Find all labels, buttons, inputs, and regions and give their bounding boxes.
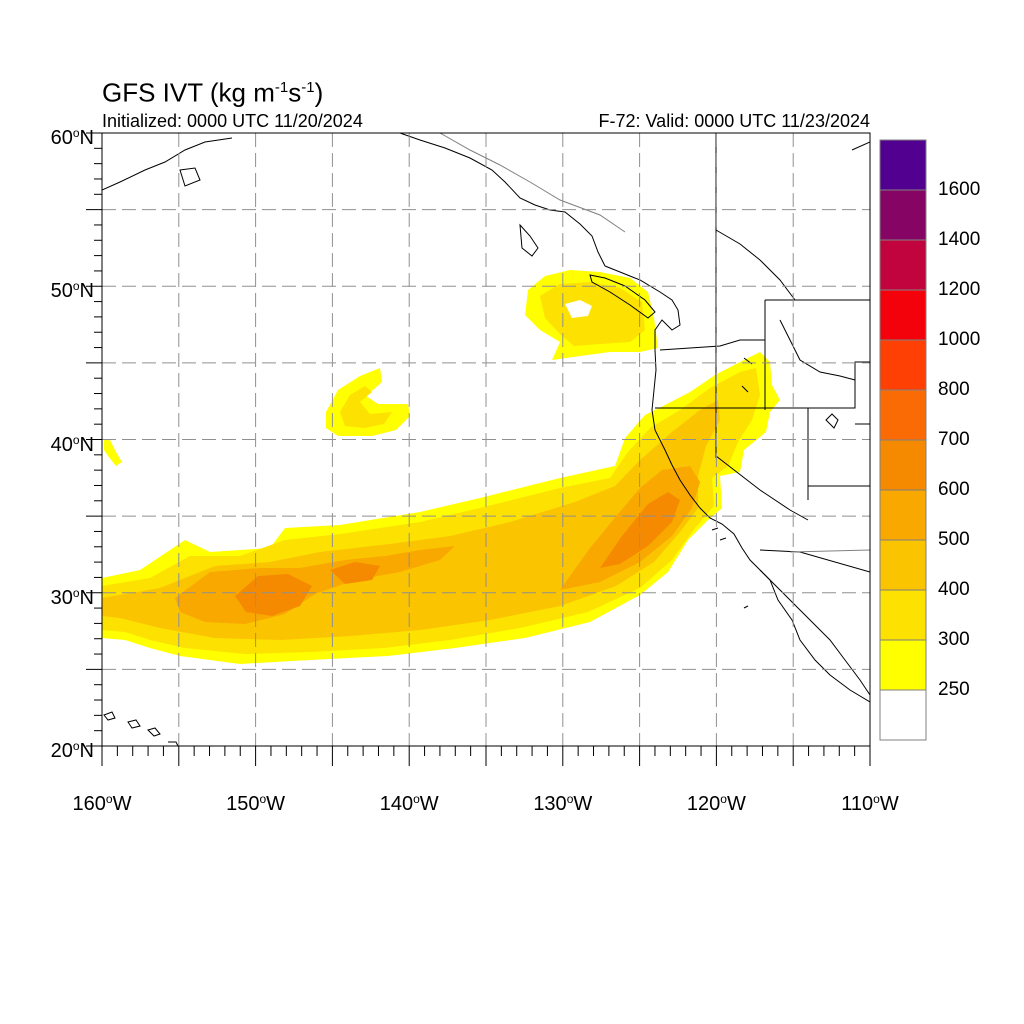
valid-time-label: F-72: Valid: 0000 UTC 11/23/2024 [598, 111, 871, 131]
colorbar-label: 250 [938, 679, 970, 700]
ivt-band-600 [235, 574, 312, 616]
colorbar-label: 400 [938, 579, 970, 600]
colorbar-label: 700 [938, 429, 970, 450]
x-axis-label: 140oW [379, 792, 439, 815]
initialized-time-label: Initialized: 0000 UTC 11/20/2024 [102, 111, 363, 131]
colorbar-swatch [879, 689, 927, 741]
colorbar-label: 800 [938, 379, 970, 400]
colorbar-swatch [879, 589, 927, 641]
colorbar-label: 1000 [938, 329, 981, 350]
colorbar-label: 1200 [938, 279, 981, 300]
ivt-band-600c [330, 562, 380, 584]
x-axis-label: 150oW [226, 792, 286, 815]
colorbar-swatch [879, 289, 927, 341]
ivt-blob-300 [340, 386, 392, 428]
colorbar [879, 139, 927, 741]
ivt-band-600b [600, 492, 680, 568]
map-frame [101, 132, 871, 747]
colorbar-label: 1600 [938, 179, 981, 200]
colorbar-swatch [879, 639, 927, 691]
gridlines [102, 133, 870, 746]
colorbar-swatch [879, 239, 927, 291]
colorbar-swatch [879, 189, 927, 241]
colorbar-swatch [879, 439, 927, 491]
axis-ticks [86, 132, 871, 766]
x-axis-label: 130oW [533, 792, 593, 815]
colorbar-label: 600 [938, 479, 970, 500]
y-axis-label: 60oN [50, 126, 94, 149]
colorbar-swatch [879, 389, 927, 441]
y-axis-label: 20oN [50, 739, 94, 762]
colorbar-label: 500 [938, 529, 970, 550]
ivt-speck [104, 440, 122, 466]
state-borders [439, 133, 870, 553]
x-axis-label: 160oW [72, 792, 132, 815]
colorbar-swatch [879, 139, 927, 191]
x-axis-label: 110oW [841, 792, 899, 815]
ivt-shading [102, 270, 780, 664]
colorbar-swatch [879, 539, 927, 591]
ivt-vortex-hole [565, 300, 592, 318]
coastlines [102, 133, 870, 746]
colorbar-label: 300 [938, 629, 970, 650]
y-axis-label: 50oN [50, 279, 94, 303]
colorbar-label: 1400 [938, 229, 981, 250]
colorbar-swatch [879, 489, 927, 541]
y-axis-label: 30oN [50, 585, 94, 609]
colorbar-swatch [879, 339, 927, 391]
x-axis-label: 120oW [686, 792, 746, 815]
map-title: GFS IVT (kg m-1s-1) [102, 77, 324, 108]
y-axis-label: 40oN [50, 432, 94, 456]
